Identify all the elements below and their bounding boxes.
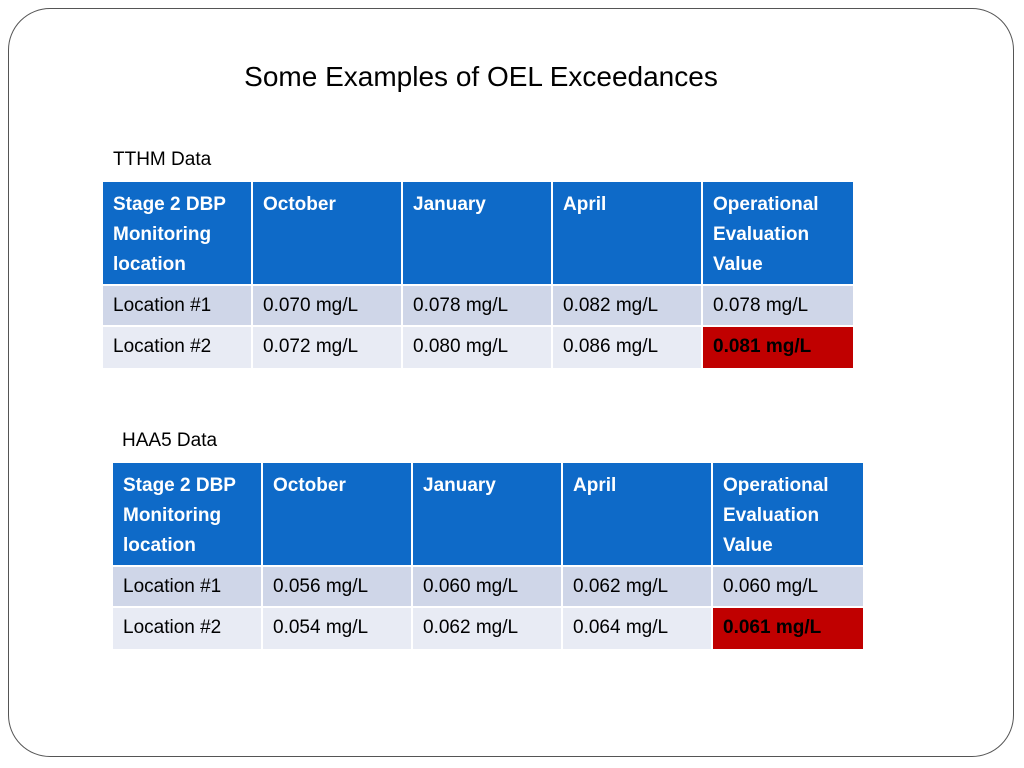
- slide-frame: Some Examples of OEL Exceedances TTHM Da…: [8, 8, 1014, 757]
- header-oev: Operational Evaluation Value: [703, 182, 853, 286]
- cell-oev-exceedance: 0.081 mg/L: [703, 327, 853, 368]
- slide-title: Some Examples of OEL Exceedances: [244, 61, 718, 92]
- cell-january: 0.062 mg/L: [413, 608, 563, 649]
- cell-october: 0.072 mg/L: [253, 327, 403, 368]
- table-row: Location #1 0.056 mg/L 0.060 mg/L 0.062 …: [113, 567, 863, 608]
- header-oev: Operational Evaluation Value: [713, 463, 863, 567]
- cell-october: 0.056 mg/L: [263, 567, 413, 608]
- table-row: Location #2 0.054 mg/L 0.062 mg/L 0.064 …: [113, 608, 863, 649]
- table-row: Location #1 0.070 mg/L 0.078 mg/L 0.082 …: [103, 286, 853, 327]
- cell-april: 0.064 mg/L: [563, 608, 713, 649]
- cell-april: 0.086 mg/L: [553, 327, 703, 368]
- header-location: Stage 2 DBP Monitoring location: [113, 463, 263, 567]
- haa5-section-label: HAA5 Data: [122, 430, 218, 451]
- cell-oev-exceedance: 0.061 mg/L: [713, 608, 863, 649]
- header-january: January: [413, 463, 563, 567]
- header-october: October: [253, 182, 403, 286]
- table-row: Location #2 0.072 mg/L 0.080 mg/L 0.086 …: [103, 327, 853, 368]
- cell-location: Location #1: [113, 567, 263, 608]
- cell-oev: 0.060 mg/L: [713, 567, 863, 608]
- table-header-row: Stage 2 DBP Monitoring location October …: [103, 182, 853, 286]
- header-april: April: [563, 463, 713, 567]
- cell-january: 0.078 mg/L: [403, 286, 553, 327]
- cell-april: 0.062 mg/L: [563, 567, 713, 608]
- table-header-row: Stage 2 DBP Monitoring location October …: [113, 463, 863, 567]
- header-january: January: [403, 182, 553, 286]
- cell-october: 0.070 mg/L: [253, 286, 403, 327]
- header-april: April: [553, 182, 703, 286]
- cell-january: 0.060 mg/L: [413, 567, 563, 608]
- tthm-data-table: Stage 2 DBP Monitoring location October …: [103, 182, 853, 368]
- haa5-data-table: Stage 2 DBP Monitoring location October …: [113, 463, 863, 649]
- cell-oev: 0.078 mg/L: [703, 286, 853, 327]
- cell-january: 0.080 mg/L: [403, 327, 553, 368]
- cell-location: Location #2: [113, 608, 263, 649]
- cell-location: Location #1: [103, 286, 253, 327]
- tthm-section-label: TTHM Data: [113, 149, 212, 170]
- cell-april: 0.082 mg/L: [553, 286, 703, 327]
- cell-october: 0.054 mg/L: [263, 608, 413, 649]
- header-october: October: [263, 463, 413, 567]
- cell-location: Location #2: [103, 327, 253, 368]
- header-location: Stage 2 DBP Monitoring location: [103, 182, 253, 286]
